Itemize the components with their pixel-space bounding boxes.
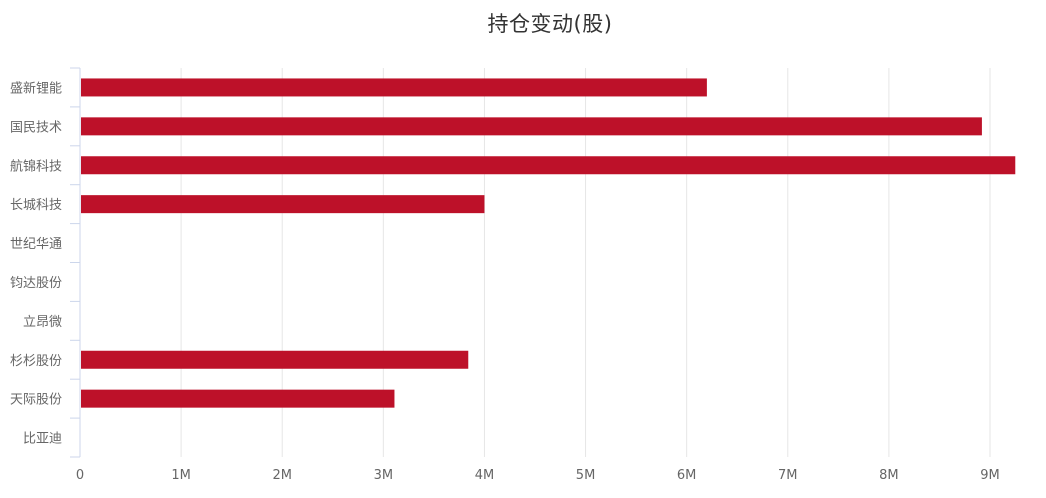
x-tick-labels: 0 1M 2M 3M 4M 5M 6M 7M 8M 9M <box>76 468 1000 483</box>
category-label: 天际股份 <box>10 393 62 408</box>
category-label: 世纪华通 <box>10 237 62 252</box>
bar <box>81 389 395 408</box>
x-tick-label: 7M <box>778 468 798 483</box>
x-tick-label: 8M <box>879 468 899 483</box>
x-tick-label: 1M <box>171 468 191 483</box>
x-tick-label: 9M <box>980 468 1000 483</box>
bar <box>81 117 982 136</box>
bars <box>81 78 1016 408</box>
x-tick-label: 3M <box>374 468 394 483</box>
category-label: 国民技术 <box>10 120 62 135</box>
x-tick-label: 6M <box>677 468 697 483</box>
bar <box>81 350 469 369</box>
x-tick-label: 5M <box>576 468 596 483</box>
bar <box>81 195 485 214</box>
bar <box>81 78 707 97</box>
category-label: 立昂微 <box>23 315 62 330</box>
x-tick-label: 2M <box>272 468 292 483</box>
category-label: 长城科技 <box>10 198 62 213</box>
category-label: 杉杉股份 <box>10 354 62 369</box>
category-label: 钧达股份 <box>10 276 62 291</box>
x-tick-label: 0 <box>76 468 84 483</box>
axes <box>70 67 81 458</box>
category-label: 比亚迪 <box>23 432 62 447</box>
category-label: 盛新锂能 <box>10 80 62 96</box>
category-label: 航锦科技 <box>10 158 62 174</box>
x-tick-label: 4M <box>475 468 495 483</box>
bar <box>81 156 1016 175</box>
chart-title: 持仓变动(股) <box>487 12 613 36</box>
